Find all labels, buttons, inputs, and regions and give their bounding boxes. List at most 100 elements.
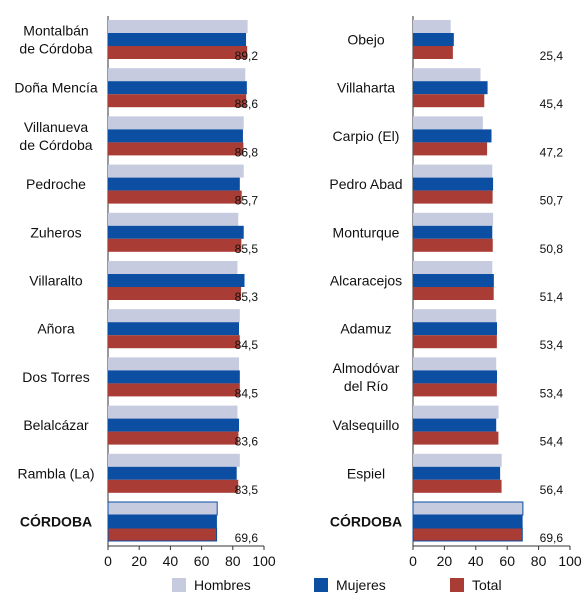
data-label: 53,4 [540, 386, 564, 400]
bar-mujeres [108, 81, 247, 95]
bar-mujeres [108, 274, 245, 287]
x-tick-label: 40 [163, 553, 179, 569]
data-label: 51,4 [540, 290, 564, 304]
bar-hombres [108, 164, 244, 178]
bar-mujeres [107, 514, 217, 529]
bar-total [412, 527, 523, 542]
bar-mujeres [413, 370, 497, 384]
data-label: 56,4 [540, 483, 564, 497]
x-tick-label: 0 [409, 553, 417, 569]
category-label: Belalcázar [23, 417, 89, 433]
bar-total [108, 431, 239, 445]
category-label: Doña Mencía [14, 80, 97, 96]
bar-total [107, 527, 218, 542]
bar-total [108, 479, 239, 493]
bar-mujeres [413, 225, 493, 239]
bar-hombres [108, 20, 248, 33]
data-label: 69,6 [540, 531, 564, 545]
bar-total [108, 190, 242, 204]
data-label: 85,5 [235, 242, 259, 256]
data-label: 45,4 [540, 97, 564, 111]
legend-label: Hombres [194, 577, 251, 593]
x-tick-label: 20 [131, 553, 147, 569]
data-label: 84,5 [235, 386, 259, 400]
data-label: 53,4 [540, 338, 564, 352]
bar-total [108, 94, 247, 108]
bar-hombres [108, 212, 239, 226]
x-tick-label: 80 [531, 553, 547, 569]
bar-total [413, 431, 499, 445]
bar-hombres [108, 116, 244, 130]
category-label: Añora [37, 321, 75, 337]
data-label: 85,7 [235, 194, 259, 208]
bar-total [413, 142, 488, 156]
bar-mujeres [108, 370, 240, 384]
legend-label: Total [472, 577, 502, 593]
bar-hombres [413, 212, 494, 226]
bar-mujeres [108, 322, 240, 336]
bar-hombres [107, 501, 218, 516]
bar-hombres [413, 68, 481, 82]
category-label: Carpio (El) [333, 128, 400, 144]
bar-total [413, 190, 493, 204]
data-label: 88,6 [235, 97, 259, 111]
bar-total [413, 335, 497, 349]
legend-swatch-mujeres [314, 578, 328, 592]
bar-mujeres [413, 466, 501, 480]
bar-hombres [108, 405, 238, 419]
bar-total [108, 142, 244, 156]
category-label: Dos Torres [22, 369, 89, 385]
bar-hombres [413, 357, 497, 371]
bar-hombres [413, 261, 493, 274]
bar-hombres [108, 453, 240, 467]
bar-mujeres [413, 81, 488, 95]
bar-total [108, 46, 248, 59]
bar-total [108, 335, 240, 349]
bar-hombres [108, 309, 240, 323]
x-tick-label: 60 [194, 553, 210, 569]
data-label: 50,8 [540, 242, 564, 256]
x-tick-label: 40 [468, 553, 484, 569]
bar-mujeres [413, 274, 494, 287]
bar-total [413, 94, 485, 108]
data-label: 84,5 [235, 338, 259, 352]
category-label: Montalbán de Córdoba [19, 23, 92, 57]
category-label: Pedroche [26, 176, 86, 192]
category-label: Obejo [347, 32, 385, 48]
bar-hombres [413, 309, 497, 323]
bar-total [413, 238, 493, 252]
x-tick-label: 80 [225, 553, 241, 569]
bar-hombres [413, 20, 451, 33]
data-label: 85,3 [235, 290, 259, 304]
category-label: Adamuz [340, 321, 391, 337]
x-tick-label: 0 [104, 553, 112, 569]
bar-hombres [413, 116, 483, 130]
legend-swatch-total [450, 578, 464, 592]
data-label: 86,8 [235, 145, 259, 159]
x-tick-label: 100 [252, 553, 276, 569]
bar-mujeres [413, 322, 497, 336]
x-tick-label: 100 [558, 553, 582, 569]
bar-mujeres [413, 418, 497, 432]
bar-hombres [108, 68, 246, 82]
bar-total [108, 383, 240, 397]
category-label: Rambla (La) [17, 465, 94, 481]
bar-mujeres [413, 129, 492, 143]
category-label: Valsequillo [333, 417, 400, 433]
category-label: Villaralto [29, 273, 83, 289]
category-label: Villaharta [337, 80, 395, 96]
data-label: 83,6 [235, 435, 259, 449]
category-label: CÓRDOBA [20, 513, 92, 530]
bar-hombres [413, 405, 499, 419]
bar-total [413, 383, 497, 397]
bar-mujeres [108, 129, 243, 143]
bar-mujeres [108, 466, 237, 480]
data-label: 25,4 [540, 49, 564, 63]
category-label: Monturque [333, 224, 400, 240]
bar-total [413, 479, 502, 493]
bar-mujeres [413, 33, 454, 46]
bar-mujeres [108, 225, 244, 239]
category-label: CÓRDOBA [330, 513, 402, 530]
